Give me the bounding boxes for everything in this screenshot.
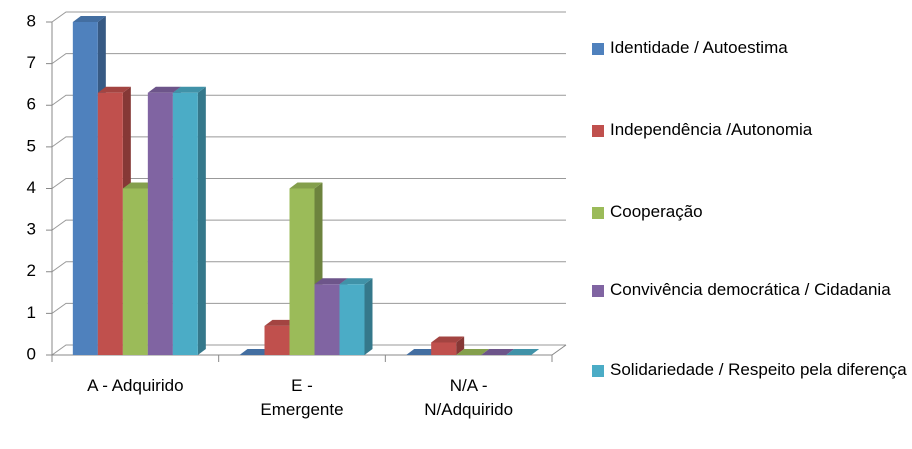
legend-swatch	[592, 365, 604, 377]
bar	[406, 349, 440, 355]
bar-top	[239, 349, 273, 355]
y-tick-label: 3	[27, 220, 36, 239]
bar-top	[456, 349, 490, 355]
bar-top	[314, 278, 348, 285]
grid-line	[51, 178, 566, 189]
grid-line	[51, 94, 566, 106]
bar-top	[264, 319, 298, 326]
legend-label: Convivência democrática / Cidadania	[610, 280, 891, 299]
x-tick-label: E - Emergente	[260, 376, 344, 419]
y-tick-label: 8	[27, 11, 36, 30]
bar-side	[456, 336, 465, 355]
bar	[481, 349, 515, 355]
bar-top	[122, 182, 156, 189]
grid-line	[51, 261, 566, 273]
y-tick-label: 4	[27, 178, 36, 197]
legend-swatch	[592, 43, 604, 55]
legend-swatch	[592, 285, 604, 297]
y-tick-label: 1	[27, 303, 36, 322]
bar-front	[172, 92, 198, 355]
bar	[339, 278, 373, 355]
bar	[506, 349, 540, 355]
bar	[239, 349, 273, 355]
bar-front	[147, 92, 173, 355]
legend-label: Cooperação	[610, 202, 703, 221]
bar-front	[289, 188, 315, 355]
bar-top	[289, 182, 323, 189]
bar-top	[97, 86, 131, 93]
bar-top	[506, 349, 540, 355]
y-tick-label: 7	[27, 53, 36, 72]
y-tick-label: 5	[27, 136, 36, 155]
bar-top	[172, 86, 206, 93]
bar-top	[339, 278, 373, 285]
y-tick-label: 6	[27, 95, 36, 114]
bar-front	[339, 284, 365, 355]
grid-line	[51, 219, 566, 231]
bar	[172, 86, 206, 355]
bar-front	[264, 325, 290, 355]
bar-front	[122, 188, 148, 355]
bar	[456, 349, 490, 355]
legend-label: Independência /Autonomia	[610, 120, 813, 139]
y-tick-label: 2	[27, 261, 36, 280]
grid-line	[51, 136, 566, 148]
bar-front	[72, 22, 98, 355]
x-tick-label: N/A - N/Adquirido	[424, 376, 514, 419]
legend-label: Solidariedade / Respeito pela diferença	[610, 360, 907, 379]
bar-top	[147, 86, 181, 93]
bar-side	[364, 278, 373, 355]
legend-label: Identidade / Autoestima	[610, 38, 788, 57]
grid-line	[51, 302, 566, 314]
bar-top	[481, 349, 515, 355]
bar-top	[406, 349, 440, 355]
y-tick-label: 0	[27, 344, 36, 363]
bar-front	[97, 92, 123, 355]
x-tick-label: A - Adquirido	[87, 376, 184, 395]
bar	[431, 336, 465, 355]
bar-top	[431, 336, 465, 343]
bar-side	[197, 86, 206, 355]
grid-line	[51, 11, 566, 23]
bar-top	[72, 16, 106, 22]
bar-front	[314, 284, 340, 355]
grid-line	[51, 344, 566, 356]
bar-front	[431, 342, 457, 355]
legend-swatch	[592, 125, 604, 137]
legend-swatch	[592, 207, 604, 219]
grid-line	[51, 53, 566, 65]
